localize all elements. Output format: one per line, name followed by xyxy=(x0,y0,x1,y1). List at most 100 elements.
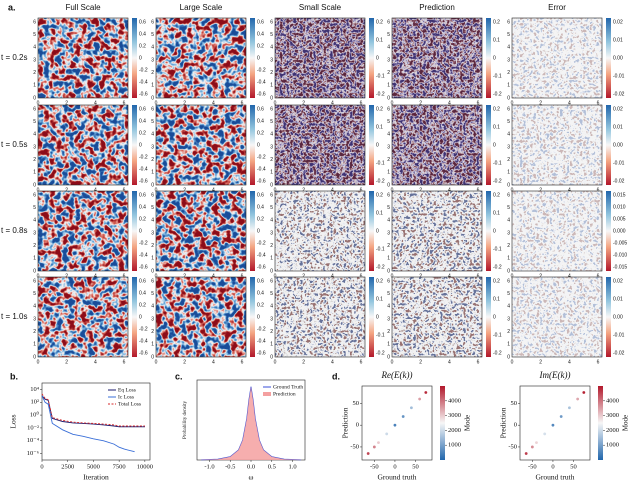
image-x-tick: 4 xyxy=(568,273,571,279)
image-frame xyxy=(155,190,247,272)
image-x-tick: 2 xyxy=(539,273,542,279)
image-y-tick: 0 xyxy=(270,354,273,360)
image-x-tick: 6 xyxy=(597,273,600,279)
image-x-tick: 0 xyxy=(155,273,158,279)
image-y-tick: 6 xyxy=(151,278,154,284)
colorbar-tick-label: 1000 xyxy=(448,442,461,449)
image-y-tick: 3 xyxy=(33,316,36,322)
colorbar-tick: 0.1 xyxy=(493,210,500,216)
colorbar-tick: 0.2 xyxy=(139,130,146,136)
image-x-tick: 0 xyxy=(274,100,277,106)
colorbar-tick-label: 3000 xyxy=(606,412,619,419)
scatter-point xyxy=(401,415,405,418)
image-frame xyxy=(155,276,247,358)
colorbar-tick: -0.1 xyxy=(493,160,502,166)
x-tick-label: -50 xyxy=(528,463,537,470)
image-y-tick: 3 xyxy=(387,57,390,63)
colorbar-tick: -0.2 xyxy=(376,264,385,270)
image-y-tick: 6 xyxy=(33,278,36,284)
image-y-tick: 3 xyxy=(270,57,273,63)
x-axis-label: Ground truth xyxy=(378,473,417,482)
colorbar-tick: 0 xyxy=(257,228,260,234)
image-y-tick: 1 xyxy=(507,83,510,89)
image-y-tick: 5 xyxy=(387,32,390,38)
colorbar-tick: 0.02 xyxy=(613,278,623,284)
image-y-tick: 4 xyxy=(507,45,510,51)
image-y-tick: 3 xyxy=(151,230,154,236)
colorbar-tick: -0.2 xyxy=(257,326,266,332)
column-title: Error xyxy=(548,3,566,12)
image-y-tick: 3 xyxy=(387,316,390,322)
legend-label: Eq Loss xyxy=(118,387,136,393)
colorbar-tick: 0.6 xyxy=(139,192,146,198)
image-frame xyxy=(511,17,603,99)
image-y-tick: 6 xyxy=(507,19,510,25)
image-x-tick: 2 xyxy=(65,187,68,193)
image-y-tick: 6 xyxy=(151,192,154,198)
image-x-tick: 2 xyxy=(419,187,422,193)
image-y-tick: 1 xyxy=(387,256,390,262)
image-y-tick: 6 xyxy=(270,106,273,112)
x-tick-label: 0 xyxy=(551,463,554,470)
image-y-tick: 3 xyxy=(270,230,273,236)
legend-swatch xyxy=(263,392,271,396)
image-y-tick: 4 xyxy=(270,132,273,138)
colorbar-tick: 0 xyxy=(139,55,142,61)
image-x-tick: 4 xyxy=(212,273,215,279)
row-label: t = 0.5s xyxy=(1,140,27,149)
series-line xyxy=(41,395,135,453)
colorbar xyxy=(369,105,374,185)
colorbar-tick: 0.01 xyxy=(613,296,623,302)
image-y-tick: 5 xyxy=(507,32,510,38)
x-tick-label: 5000 xyxy=(87,463,100,470)
image-y-tick: 1 xyxy=(33,170,36,176)
image-x-tick: 2 xyxy=(539,187,542,193)
image-x-tick: 2 xyxy=(419,100,422,106)
image-y-tick: 1 xyxy=(270,83,273,89)
image-y-tick: 2 xyxy=(33,329,36,335)
image-y-tick: 0 xyxy=(33,268,36,274)
colorbar-tick: -0.4 xyxy=(139,252,148,258)
colorbar-tick: 0.6 xyxy=(257,106,264,112)
scatter-point xyxy=(385,432,389,436)
x-tick-label: 0 xyxy=(393,463,396,470)
image-y-tick: 0 xyxy=(151,354,154,360)
image-y-tick: 3 xyxy=(507,316,510,322)
field-image xyxy=(38,277,128,357)
image-y-tick: 2 xyxy=(33,70,36,76)
image-y-tick: 4 xyxy=(270,218,273,224)
colorbar-tick: -0.1 xyxy=(376,332,385,338)
colorbar-tick: 0 xyxy=(376,55,379,61)
colorbar xyxy=(486,277,491,357)
x-tick-label: 50 xyxy=(412,463,419,470)
colorbar xyxy=(606,277,611,357)
y-tick-label: 10⁰ xyxy=(30,411,40,419)
image-y-tick: 4 xyxy=(387,45,390,51)
colorbar-tick: 0.02 xyxy=(613,19,623,25)
colorbar-tick: -0.1 xyxy=(493,73,502,79)
image-frame xyxy=(391,104,483,186)
image-x-tick: 0 xyxy=(391,359,394,365)
image-x-tick: 0 xyxy=(155,187,158,193)
image-y-tick: 0 xyxy=(387,354,390,360)
colorbar-tick: 0.4 xyxy=(139,290,146,296)
image-y-tick: 1 xyxy=(33,342,36,348)
colorbar xyxy=(132,191,137,271)
colorbar-tick: 0.2 xyxy=(257,43,264,49)
image-y-tick: 3 xyxy=(151,144,154,150)
x-axis-label: ω xyxy=(249,473,254,482)
image-y-tick: 0 xyxy=(33,182,36,188)
image-y-tick: 4 xyxy=(387,132,390,138)
image-x-tick: 2 xyxy=(183,359,186,365)
image-y-tick: 3 xyxy=(507,144,510,150)
image-frame xyxy=(274,104,366,186)
series-line xyxy=(41,393,145,427)
chart-title: Im(E(k)) xyxy=(539,370,571,380)
image-y-tick: 4 xyxy=(151,45,154,51)
scatter-point xyxy=(576,397,580,401)
image-y-tick: 5 xyxy=(151,119,154,125)
field-image xyxy=(512,277,602,357)
colorbar-tick: -0.6 xyxy=(257,178,266,184)
colorbar-tick: -0.4 xyxy=(257,166,266,172)
colorbar-tick: -0.1 xyxy=(493,246,502,252)
